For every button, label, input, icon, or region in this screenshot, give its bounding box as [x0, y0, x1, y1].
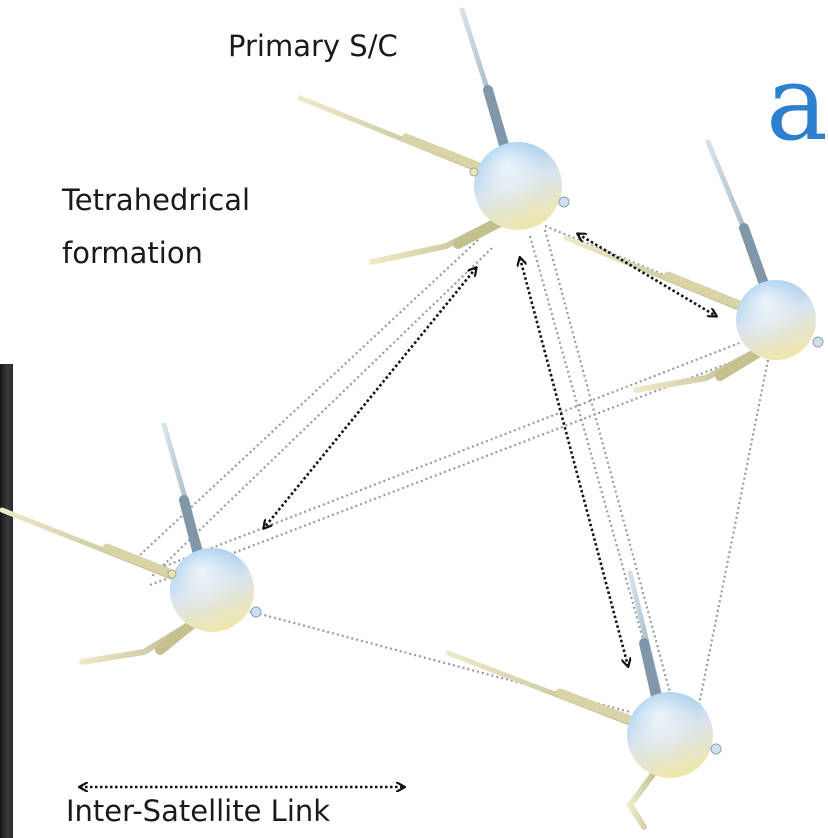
inter-satellite-link-legend-label: Inter-Satellite Link	[66, 794, 331, 828]
partial-title-letter: a	[766, 42, 828, 164]
formation-label-line-2: formation	[62, 236, 203, 270]
formation-edge-primary-bottom	[528, 235, 662, 701]
formation-edge-primary-bottom-2	[543, 229, 674, 701]
left-photo-strip	[0, 364, 13, 838]
formation-edges	[139, 224, 770, 714]
isl-primary-bottom	[520, 258, 628, 666]
spacecraft-primary	[297, 7, 570, 265]
formation-edge-primary-left-2	[149, 247, 493, 579]
inter-satellite-links	[264, 234, 716, 666]
formation-edge-left-right-2	[149, 353, 751, 587]
isl-primary-right	[578, 234, 716, 316]
spacecraft-left	[0, 422, 262, 665]
isl-primary-left	[264, 268, 476, 528]
spacecraft-bottom	[445, 570, 722, 830]
formation-label-line-1: Tetrahedrical	[62, 183, 251, 217]
formation-edge-left-right	[154, 340, 743, 572]
primary-sc-label: Primary S/C	[228, 29, 398, 63]
formation-edge-right-bottom	[696, 359, 770, 711]
spacecraft-right	[563, 139, 824, 393]
